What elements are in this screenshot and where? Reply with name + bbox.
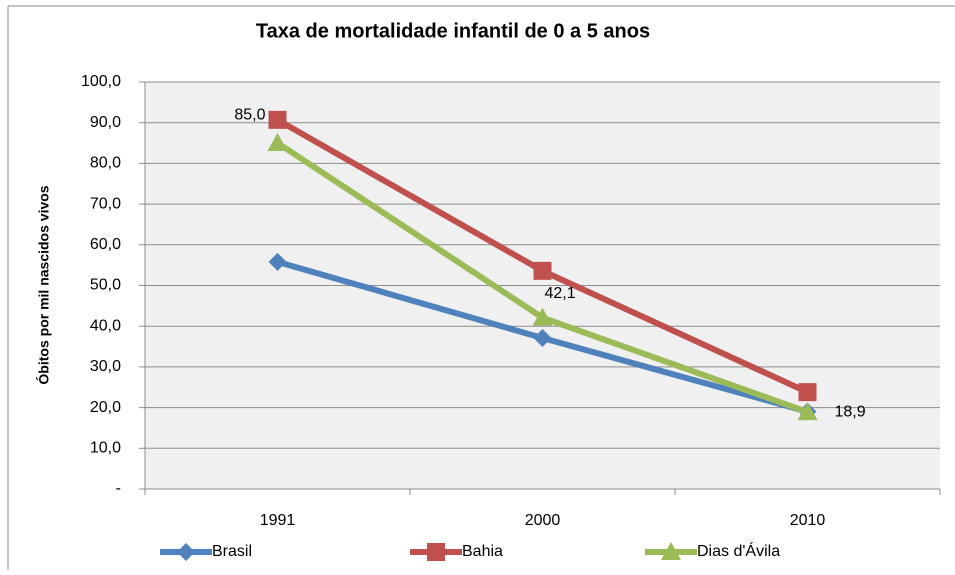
legend-label: Dias d'Ávila	[697, 541, 780, 560]
legend-marker	[177, 543, 195, 561]
data-label: 42,1	[545, 285, 576, 302]
y-tick-label: 70,0	[90, 195, 121, 212]
marker	[798, 383, 817, 402]
y-tick-label: 50,0	[90, 277, 121, 294]
y-tick-label: 60,0	[90, 236, 121, 253]
marker	[533, 261, 552, 280]
x-tick-label: 1991	[260, 512, 296, 529]
marker	[797, 402, 818, 421]
x-tick-label: 2000	[525, 512, 561, 529]
y-tick-label: 90,0	[90, 114, 121, 131]
y-tick-label: 80,0	[90, 155, 121, 172]
marker	[267, 133, 288, 152]
y-tick-label: 100,0	[81, 73, 121, 90]
y-tick-label: 40,0	[90, 317, 121, 334]
y-tick-label: 30,0	[90, 358, 121, 375]
marker	[532, 307, 553, 326]
y-tick-label: 10,0	[90, 440, 121, 457]
x-tick-label: 2010	[790, 512, 826, 529]
data-label: 18,9	[835, 403, 866, 420]
marker	[533, 329, 552, 348]
y-axis-label: Óbitos por mil nascidos vivos	[35, 185, 52, 384]
legend-marker	[661, 542, 681, 560]
legend-label: Bahia	[462, 543, 503, 560]
marker	[268, 110, 287, 129]
legend-label: Brasil	[212, 543, 252, 560]
data-label: 85,0	[234, 106, 265, 123]
legend-marker	[427, 543, 445, 561]
y-tick-label: 20,0	[90, 399, 121, 416]
y-tick-label: -	[116, 480, 121, 497]
marker	[268, 252, 287, 271]
chart-title: Taxa de mortalidade infantil de 0 a 5 an…	[256, 20, 650, 42]
